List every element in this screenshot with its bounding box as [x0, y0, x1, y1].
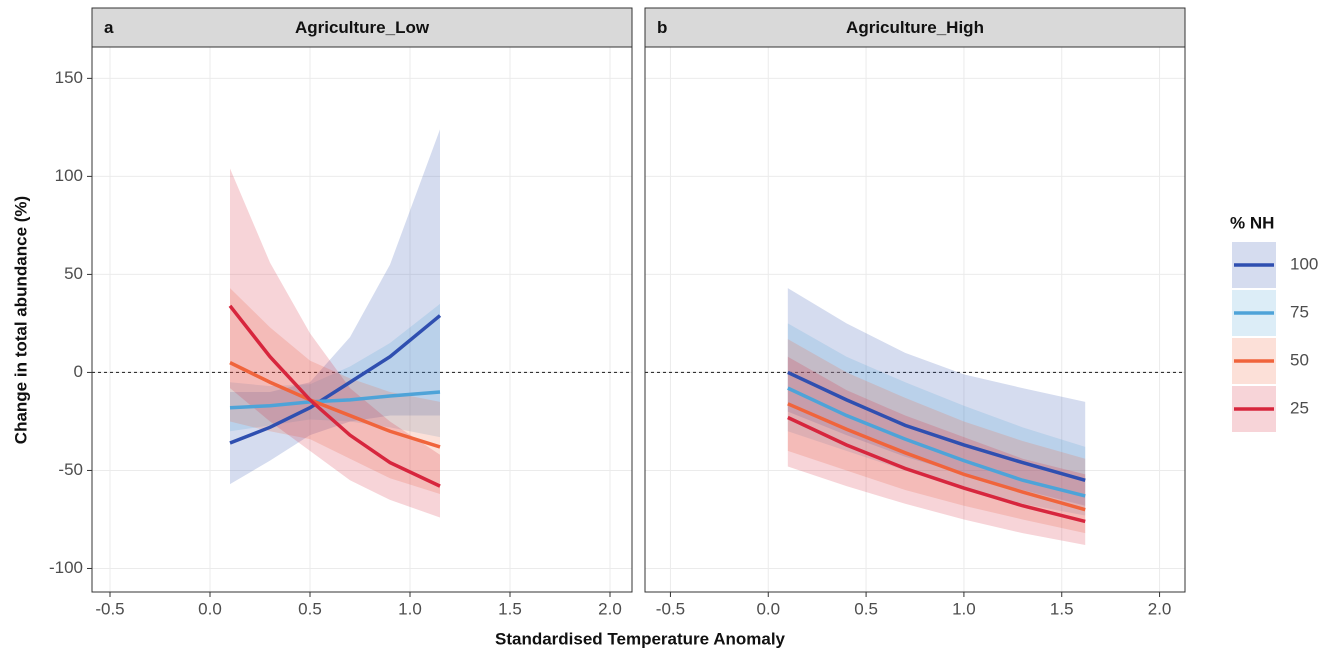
- panel-title: Agriculture_High: [846, 18, 984, 37]
- panel-background: [92, 47, 632, 592]
- legend-label: 25: [1290, 398, 1309, 417]
- x-tick-label: 2.0: [1148, 599, 1172, 618]
- panel-title: Agriculture_Low: [295, 18, 430, 37]
- x-tick-label: -0.5: [95, 599, 124, 618]
- x-tick-label: 0.0: [756, 599, 780, 618]
- line: [787, 386, 1086, 498]
- x-tick-label: 1.5: [498, 599, 522, 618]
- line: [787, 415, 1086, 524]
- legend-label: 100: [1290, 254, 1318, 273]
- y-tick-label: 150: [55, 68, 83, 87]
- y-tick-label: -100: [49, 558, 83, 577]
- line: [229, 361, 441, 449]
- x-tick-label: 1.0: [398, 599, 422, 618]
- x-tick-label: 0.5: [854, 599, 878, 618]
- line: [229, 390, 441, 410]
- x-tick-label: 0.0: [198, 599, 222, 618]
- legend-title: % NH: [1230, 213, 1274, 232]
- panel-label: a: [104, 18, 114, 37]
- x-tick-label: 1.5: [1050, 599, 1074, 618]
- confidence-band: [787, 323, 1086, 516]
- x-tick-label: -0.5: [656, 599, 685, 618]
- legend-label: 50: [1290, 350, 1309, 369]
- panel-background: [645, 47, 1185, 592]
- y-axis-label: Change in total abundance (%): [11, 196, 30, 444]
- panel-border: [91, 46, 633, 593]
- line: [229, 314, 442, 445]
- x-tick-label: 2.0: [598, 599, 622, 618]
- y-tick-label: 50: [64, 264, 83, 283]
- panel-label: b: [657, 18, 667, 37]
- x-tick-label: 1.0: [952, 599, 976, 618]
- line: [787, 402, 1086, 512]
- strip: [91, 7, 633, 48]
- y-tick-label: -50: [58, 460, 83, 479]
- legend-label: 75: [1290, 302, 1309, 321]
- x-axis-label: Standardised Temperature Anomaly: [495, 629, 786, 648]
- panel-border: [644, 46, 1186, 593]
- line: [787, 370, 1086, 482]
- y-tick-label: 100: [55, 166, 83, 185]
- y-tick-label: 0: [74, 362, 83, 381]
- line: [228, 304, 441, 488]
- x-tick-label: 0.5: [298, 599, 322, 618]
- confidence-band: [787, 288, 1086, 506]
